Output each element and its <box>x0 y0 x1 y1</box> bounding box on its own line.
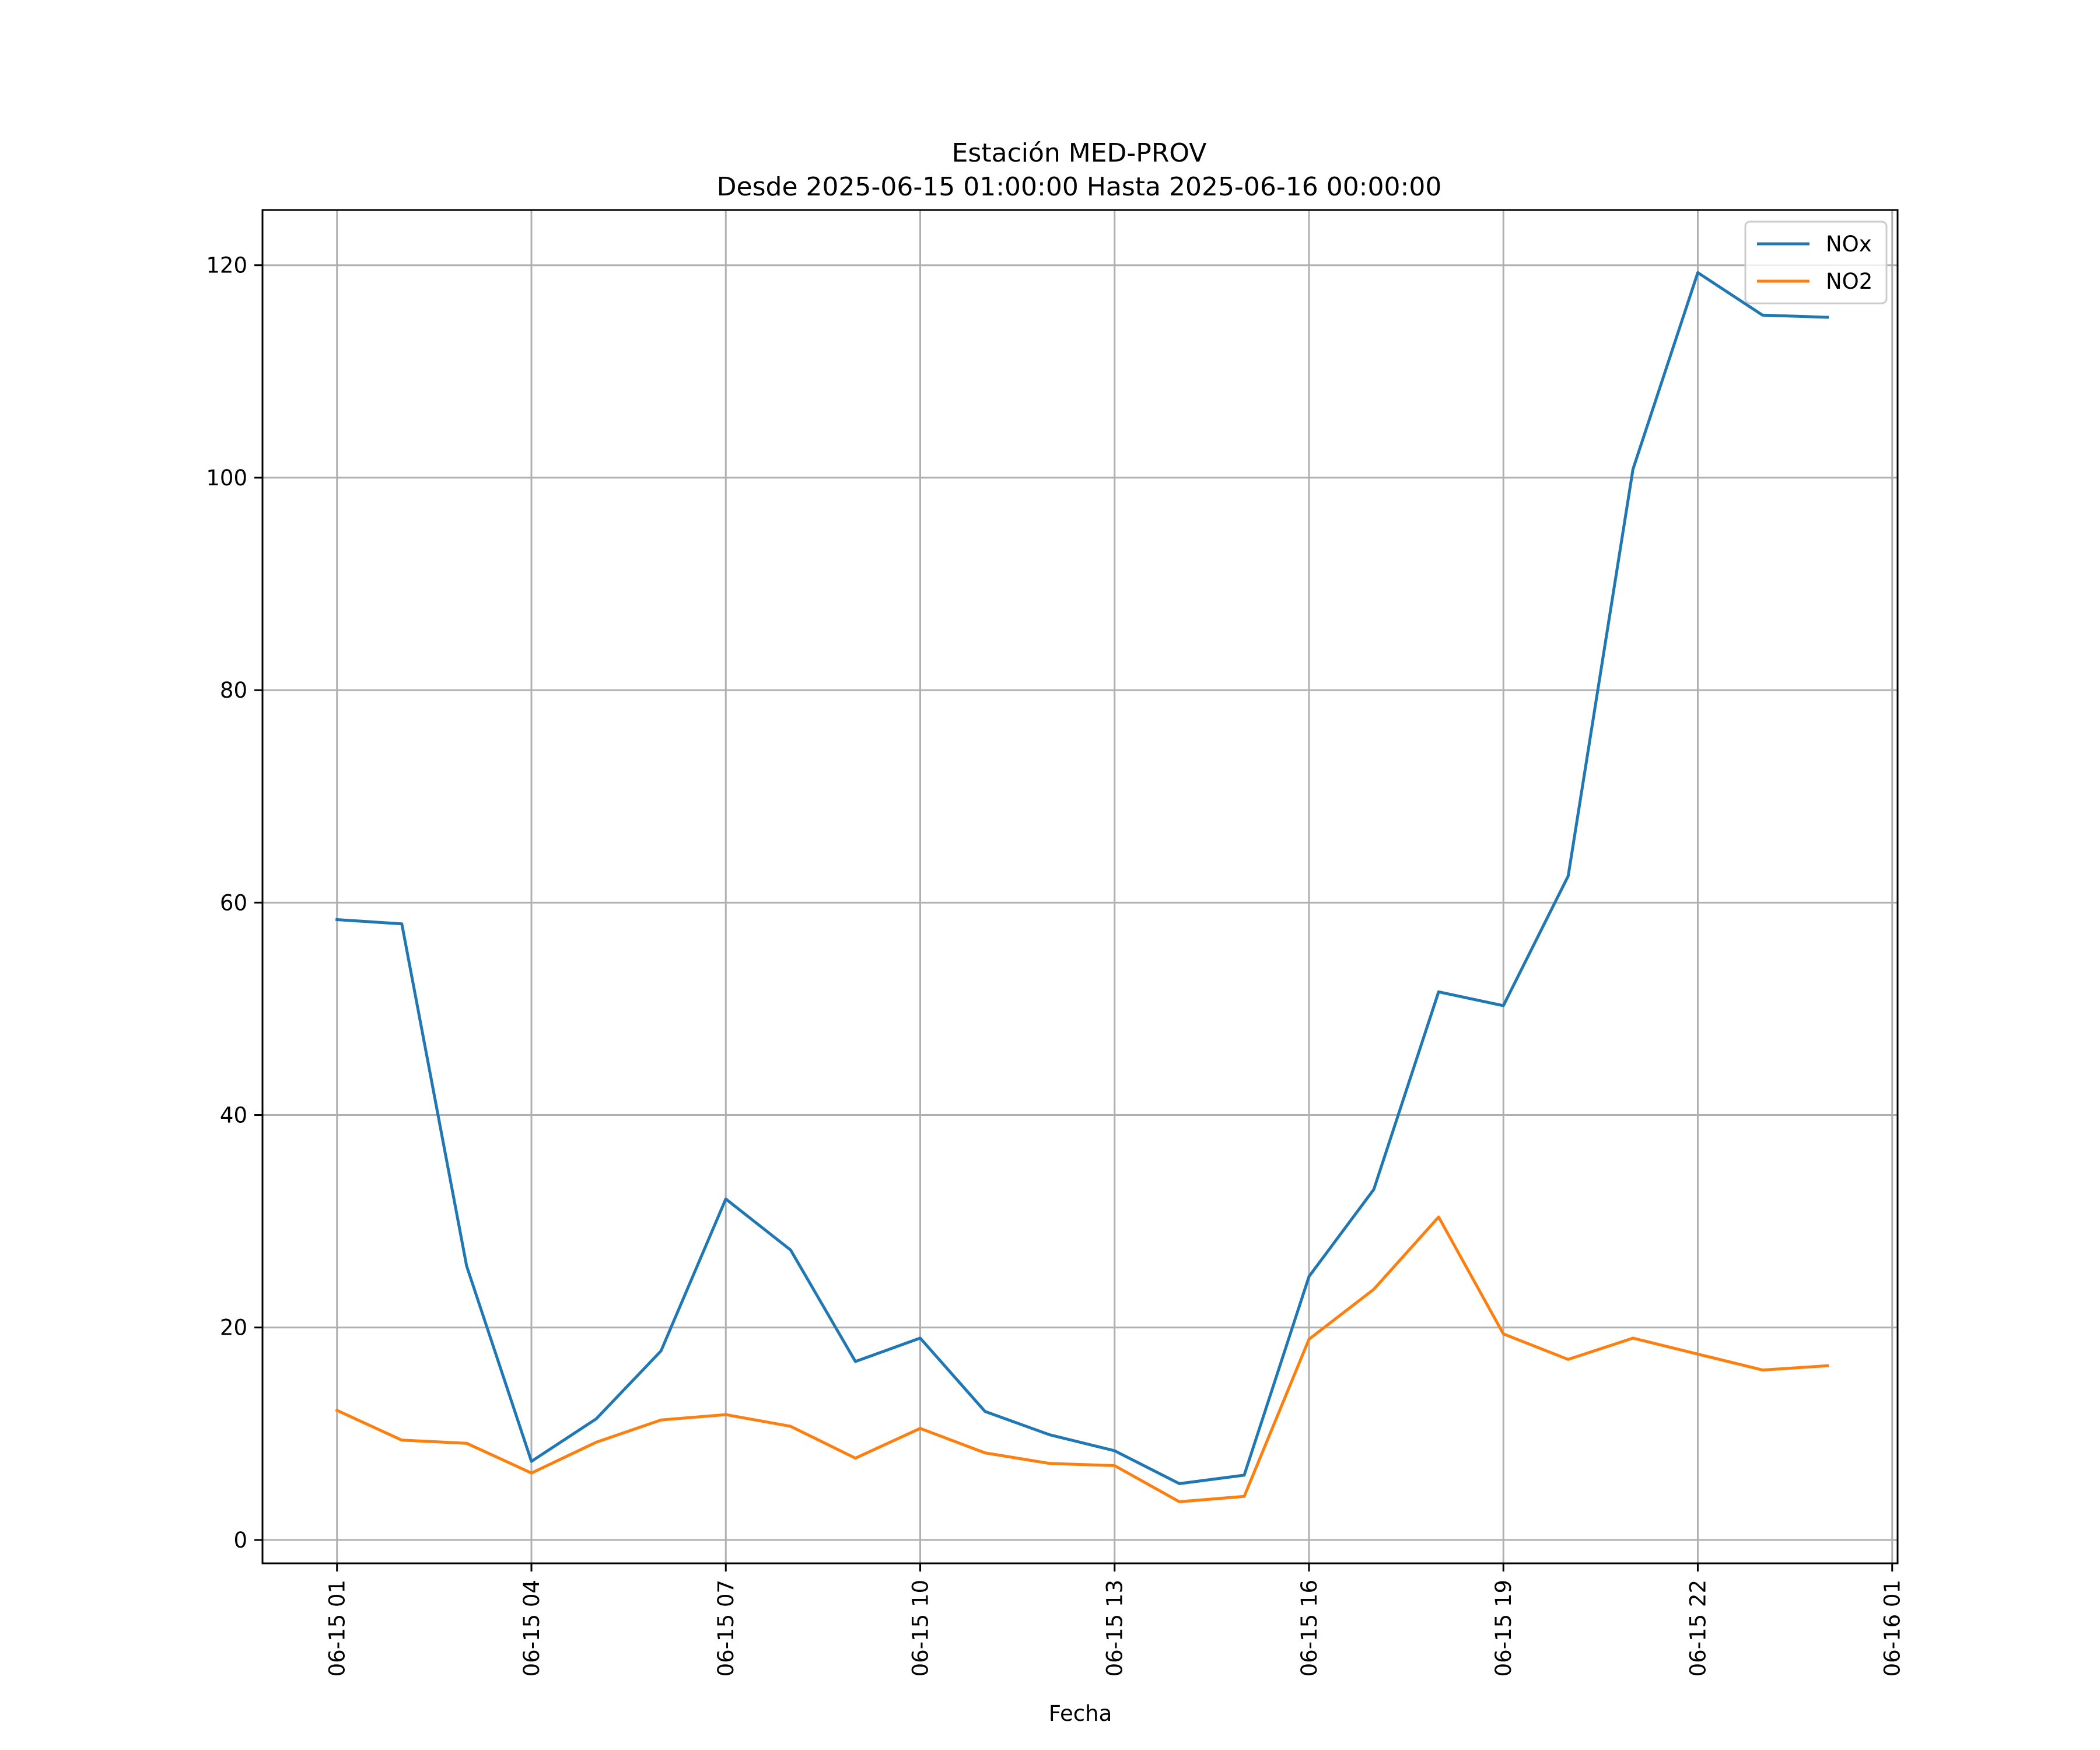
grid <box>262 210 1898 1563</box>
legend: NOx NO2 <box>1744 220 1888 304</box>
chart-title: Estación MED-PROV <box>952 138 1207 168</box>
y-tick-label: 120 <box>206 253 247 278</box>
legend-label-nox: NOx <box>1826 232 1872 257</box>
x-tick-label: 06-15 10 <box>908 1580 933 1676</box>
y-tick-label: 20 <box>220 1315 247 1340</box>
y-tick-label: 100 <box>206 466 247 491</box>
x-tick-label: 06-15 01 <box>325 1580 350 1676</box>
y-tick-label: 80 <box>220 678 247 703</box>
x-tick-label: 06-15 16 <box>1297 1580 1322 1676</box>
x-tick-label: 06-16 01 <box>1880 1580 1905 1676</box>
series-group <box>335 271 1829 1503</box>
x-axis: 06-15 01 06-15 04 06-15 07 06-15 10 06-15 13… <box>325 1563 1905 1676</box>
chart-subtitle: Desde 2025-06-15 01:00:00 Hasta 2025-06-… <box>717 172 1442 202</box>
x-tick-label: 06-15 04 <box>519 1580 544 1676</box>
y-axis: 0 20 40 60 80 100 120 <box>206 253 262 1553</box>
y-tick-label: 40 <box>220 1103 247 1128</box>
legend-label-no2: NO2 <box>1826 269 1873 294</box>
x-tick-label: 06-15 22 <box>1685 1580 1710 1676</box>
x-tick-label: 06-15 07 <box>713 1580 738 1676</box>
y-tick-label: 60 <box>220 890 247 915</box>
plot-frame <box>261 209 1899 1564</box>
legend-box <box>1744 220 1888 304</box>
series-line-no2 <box>335 1215 1829 1503</box>
x-tick-label: 06-15 13 <box>1102 1580 1128 1676</box>
y-tick-label: 0 <box>233 1528 247 1553</box>
x-axis-label: Fecha <box>1049 1701 1112 1726</box>
series-line-nox <box>335 271 1829 1485</box>
x-tick-label: 06-15 19 <box>1491 1580 1516 1676</box>
